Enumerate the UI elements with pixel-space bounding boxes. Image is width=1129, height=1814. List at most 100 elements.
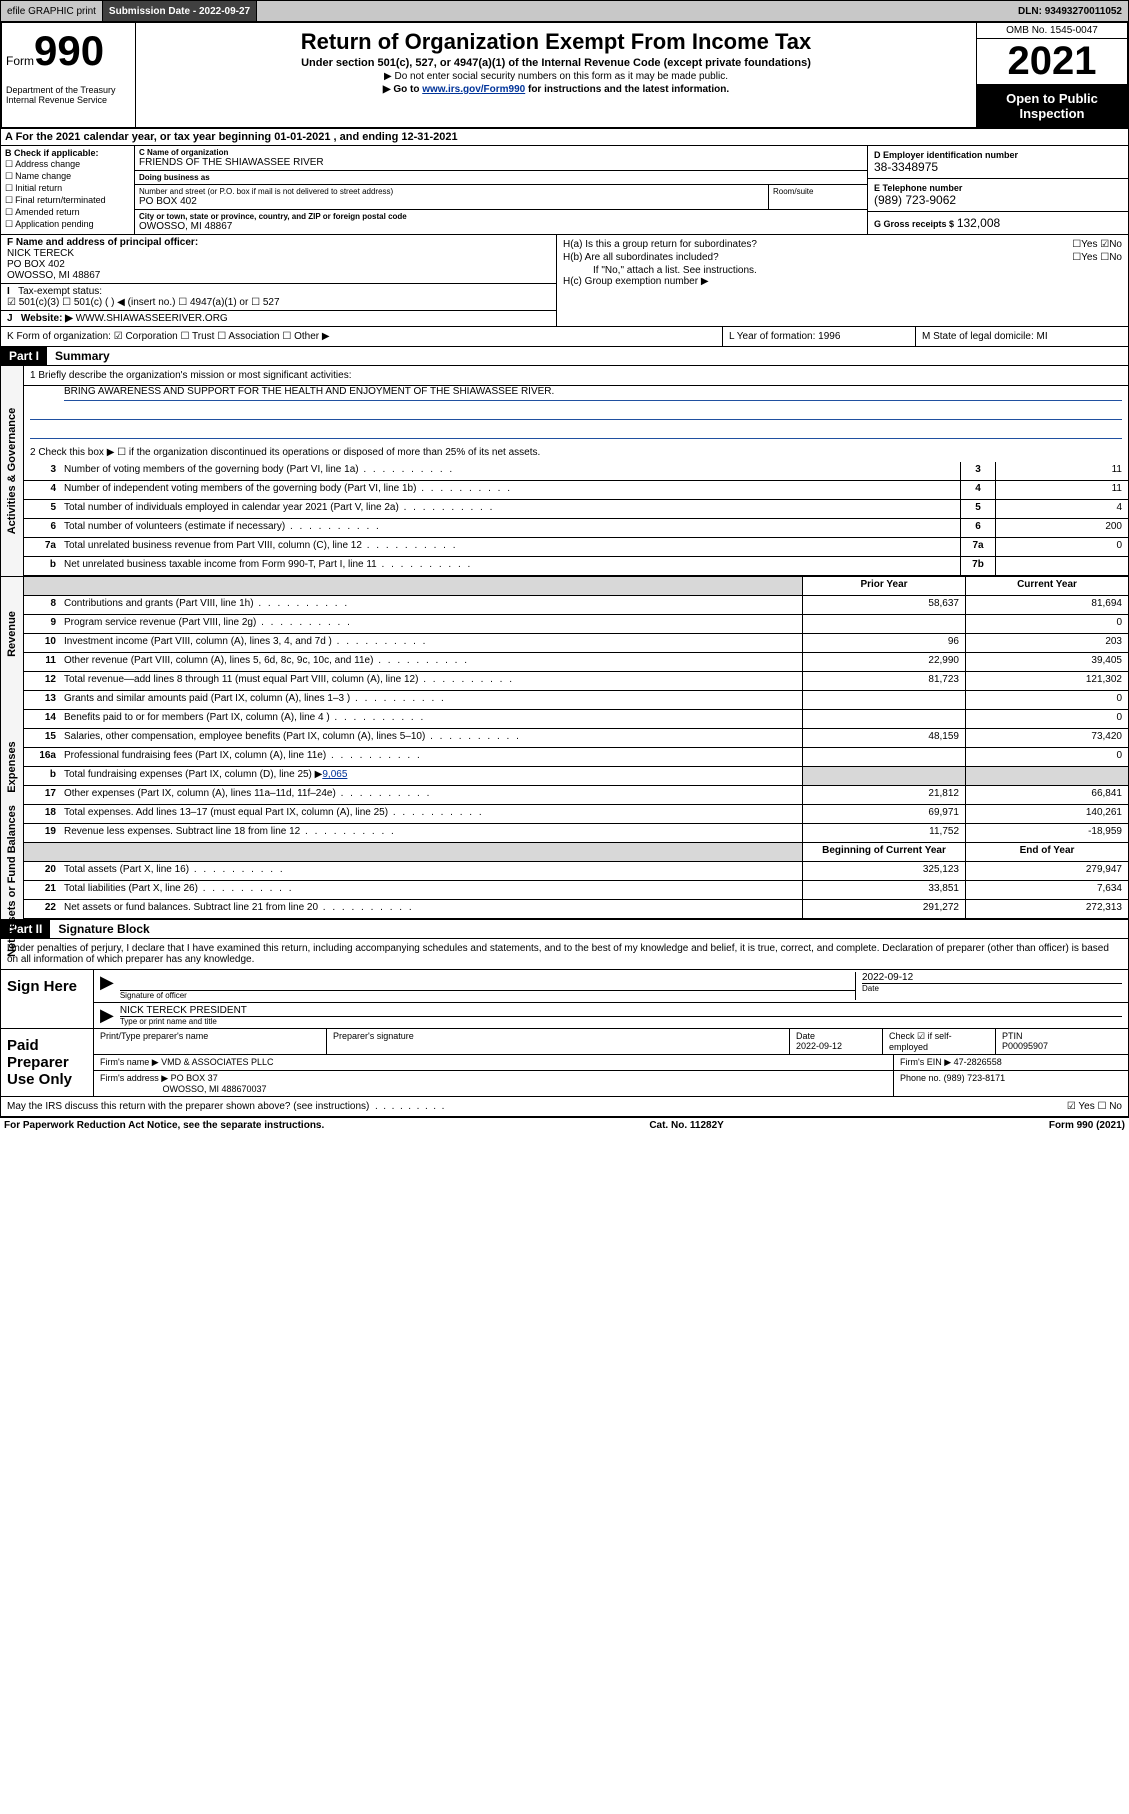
footer-left: For Paperwork Reduction Act Notice, see … bbox=[4, 1120, 324, 1131]
chk-address-change[interactable]: Address change bbox=[5, 159, 130, 170]
line-21-prior: 33,851 bbox=[802, 881, 965, 899]
line-12-desc: Total revenue—add lines 8 through 11 (mu… bbox=[60, 672, 802, 690]
chk-application-pending[interactable]: Application pending bbox=[5, 219, 130, 230]
line-4: 4 Number of independent voting members o… bbox=[24, 481, 1128, 500]
line-4-val: 11 bbox=[995, 481, 1128, 499]
discuss-irs-row: May the IRS discuss this return with the… bbox=[1, 1096, 1128, 1116]
part-ii-title: Signature Block bbox=[50, 920, 157, 938]
f-officer: F Name and address of principal officer:… bbox=[1, 235, 556, 284]
line-19-curr: -18,959 bbox=[965, 824, 1128, 842]
city-value: OWOSSO, MI 48867 bbox=[139, 221, 863, 232]
line-17-prior: 21,812 bbox=[802, 786, 965, 804]
page-footer: For Paperwork Reduction Act Notice, see … bbox=[0, 1117, 1129, 1133]
m-state: M State of legal domicile: MI bbox=[916, 327, 1128, 346]
chk-initial-return[interactable]: Initial return bbox=[5, 183, 130, 194]
prep-ptin-col: PTINP00095907 bbox=[996, 1029, 1128, 1054]
submission-date-value: 2022-09-27 bbox=[199, 6, 250, 17]
top-bar: efile GRAPHIC print Submission Date - 20… bbox=[0, 0, 1129, 22]
f-label: F Name and address of principal officer: bbox=[7, 237, 198, 248]
prep-sig-hdr: Preparer's signature bbox=[327, 1029, 790, 1054]
phone-cell: E Telephone number (989) 723-9062 bbox=[868, 179, 1128, 212]
line-15-num: 15 bbox=[24, 729, 60, 747]
h-c: H(c) Group exemption number ▶ bbox=[563, 276, 1122, 287]
prep-date-col: Date2022-09-12 bbox=[790, 1029, 883, 1054]
line-16b-desc: Total fundraising expenses (Part IX, col… bbox=[60, 767, 802, 785]
part-i-header: Part I Summary bbox=[0, 347, 1129, 366]
discuss-q: May the IRS discuss this return with the… bbox=[7, 1101, 444, 1112]
line-2-checkbox: 2 Check this box ▶ ☐ if the organization… bbox=[24, 443, 1128, 462]
goto-pre: ▶ Go to bbox=[383, 84, 422, 95]
signature-block: Under penalties of perjury, I declare th… bbox=[0, 939, 1129, 1117]
line-20-prior: 325,123 bbox=[802, 862, 965, 880]
mission-blank-1 bbox=[30, 405, 1122, 420]
sig-name-row: ▶ NICK TERECK PRESIDENT Type or print na… bbox=[94, 1003, 1128, 1028]
instruction-line-1: ▶ Do not enter social security numbers o… bbox=[140, 71, 972, 82]
line-6-desc: Total number of volunteers (estimate if … bbox=[60, 519, 960, 537]
goto-post: for instructions and the latest informat… bbox=[525, 84, 729, 95]
line-21-curr: 7,634 bbox=[965, 881, 1128, 899]
line-8-num: 8 bbox=[24, 596, 60, 614]
preparer-grid: Print/Type preparer's name Preparer's si… bbox=[94, 1029, 1128, 1096]
line-6-val: 200 bbox=[995, 519, 1128, 537]
section-net-assets: Net Assets or Fund Balances Beginning of… bbox=[0, 843, 1129, 920]
side-label-governance: Activities & Governance bbox=[1, 366, 24, 576]
hdr-beginning-year: Beginning of Current Year bbox=[802, 843, 965, 861]
line-13-desc: Grants and similar amounts paid (Part IX… bbox=[60, 691, 802, 709]
sig-date-value: 2022-09-12 bbox=[862, 972, 1122, 983]
col-fij: F Name and address of principal officer:… bbox=[1, 235, 557, 326]
submission-date-button[interactable]: Submission Date - 2022-09-27 bbox=[103, 1, 257, 21]
chk-name-change[interactable]: Name change bbox=[5, 171, 130, 182]
submission-date-label: Submission Date bbox=[109, 6, 190, 17]
line-15-desc: Salaries, other compensation, employee b… bbox=[60, 729, 802, 747]
form-number: Form990 bbox=[6, 27, 131, 75]
chk-amended-return[interactable]: Amended return bbox=[5, 207, 130, 218]
city-label: City or town, state or province, country… bbox=[139, 212, 863, 221]
instructions-link[interactable]: www.irs.gov/Form990 bbox=[422, 84, 525, 95]
header-middle: Return of Organization Exempt From Incom… bbox=[136, 23, 976, 127]
department-label: Department of the Treasury Internal Reve… bbox=[6, 85, 131, 105]
line-22-desc: Net assets or fund balances. Subtract li… bbox=[60, 900, 802, 918]
line-11-num: 11 bbox=[24, 653, 60, 671]
line-18-prior: 69,971 bbox=[802, 805, 965, 823]
col-b-header: B Check if applicable: bbox=[5, 148, 130, 158]
sig-name-value: NICK TERECK PRESIDENT bbox=[120, 1005, 1122, 1017]
h-b-q: H(b) Are all subordinates included? bbox=[563, 252, 719, 263]
dln-value: 93493270011052 bbox=[1045, 6, 1122, 17]
perjury-declaration: Under penalties of perjury, I declare th… bbox=[1, 939, 1128, 969]
line-11-curr: 39,405 bbox=[965, 653, 1128, 671]
col-c-org-info: C Name of organization FRIENDS OF THE SH… bbox=[135, 146, 867, 234]
fundraising-exp-link[interactable]: 9,065 bbox=[322, 769, 347, 780]
h-b-note: If "No," attach a list. See instructions… bbox=[563, 265, 1122, 276]
side-label-net-assets: Net Assets or Fund Balances bbox=[1, 843, 24, 919]
line-17-curr: 66,841 bbox=[965, 786, 1128, 804]
paid-preparer-label: Paid Preparer Use Only bbox=[1, 1029, 94, 1096]
line-16b: b Total fundraising expenses (Part IX, c… bbox=[24, 767, 1128, 786]
line-17-num: 17 bbox=[24, 786, 60, 804]
line-11-desc: Other revenue (Part VIII, column (A), li… bbox=[60, 653, 802, 671]
line-7a-box: 7a bbox=[960, 538, 995, 556]
street-label: Number and street (or P.O. box if mail i… bbox=[139, 187, 764, 196]
line-12-prior: 81,723 bbox=[802, 672, 965, 690]
row-a-tax-year: A For the 2021 calendar year, or tax yea… bbox=[0, 129, 1129, 146]
line-5-val: 4 bbox=[995, 500, 1128, 518]
form-word: Form bbox=[6, 54, 34, 68]
f-addr1: PO BOX 402 bbox=[7, 259, 65, 270]
line-15-prior: 48,159 bbox=[802, 729, 965, 747]
line-5: 5 Total number of individuals employed i… bbox=[24, 500, 1128, 519]
line-9-prior bbox=[802, 615, 965, 633]
j-value: WWW.SHIAWASSEERIVER.ORG bbox=[76, 313, 228, 324]
line-18-num: 18 bbox=[24, 805, 60, 823]
line-4-desc: Number of independent voting members of … bbox=[60, 481, 960, 499]
line-19-num: 19 bbox=[24, 824, 60, 842]
line-19: 19 Revenue less expenses. Subtract line … bbox=[24, 824, 1128, 843]
line-22-num: 22 bbox=[24, 900, 60, 918]
line-21-num: 21 bbox=[24, 881, 60, 899]
line-20-desc: Total assets (Part X, line 16) bbox=[60, 862, 802, 880]
line-16b-num: b bbox=[24, 767, 60, 785]
chk-final-return[interactable]: Final return/terminated bbox=[5, 195, 130, 206]
line-11: 11 Other revenue (Part VIII, column (A),… bbox=[24, 653, 1128, 672]
line-6: 6 Total number of volunteers (estimate i… bbox=[24, 519, 1128, 538]
line-16a-desc: Professional fundraising fees (Part IX, … bbox=[60, 748, 802, 766]
sig-date-label: Date bbox=[862, 983, 1122, 993]
na-col-headers: Beginning of Current Year End of Year bbox=[24, 843, 1128, 862]
